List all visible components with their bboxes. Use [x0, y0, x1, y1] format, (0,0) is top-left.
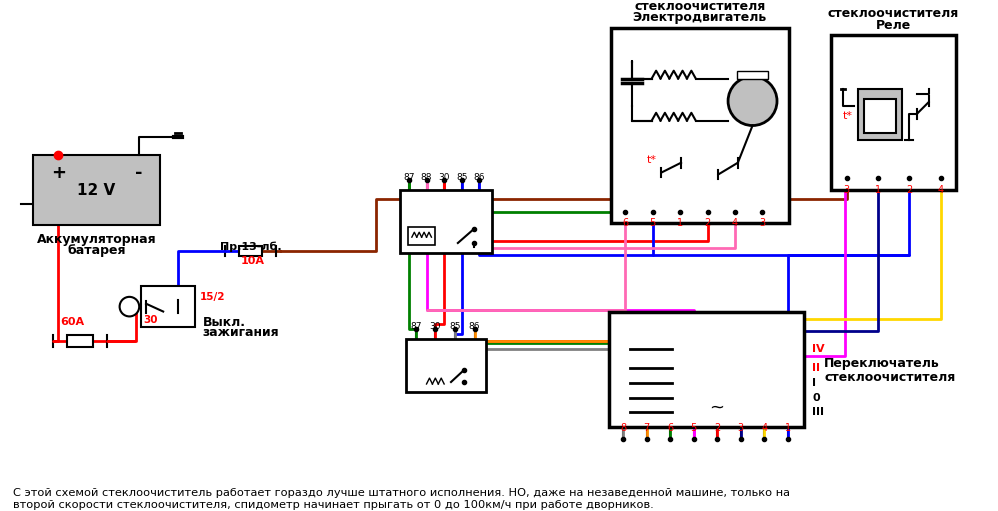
Text: 30: 30 [143, 315, 158, 326]
Text: 2: 2 [715, 423, 721, 433]
Bar [239, 246, 262, 256]
Text: 85: 85 [456, 174, 467, 182]
Text: 4: 4 [732, 218, 738, 228]
Text: 3: 3 [738, 423, 744, 433]
Text: Реле: Реле [876, 19, 911, 32]
Text: -: - [135, 164, 143, 181]
Text: 5: 5 [650, 218, 656, 228]
Text: 1: 1 [875, 185, 881, 195]
Text: Пр.13-лб.: Пр.13-лб. [220, 241, 281, 251]
Text: второй скорости стеклоочистителя, спидометр начинает прыгать от 0 до 100км/ч при: второй скорости стеклоочистителя, спидом… [13, 500, 654, 510]
Text: 6: 6 [668, 423, 674, 433]
Text: 6: 6 [622, 218, 629, 228]
Text: 3: 3 [843, 185, 849, 195]
Circle shape [120, 297, 139, 316]
Text: 1: 1 [784, 423, 790, 433]
Text: Переключатель: Переключатель [824, 357, 940, 370]
Text: С этой схемой стеклоочиститель работает гораздо лучше штатного исполнения. НО, д: С этой схемой стеклоочиститель работает … [13, 487, 790, 498]
Bar [831, 35, 956, 190]
Text: стеклоочистителя: стеклоочистителя [634, 0, 765, 13]
Bar [67, 335, 93, 347]
Text: 7: 7 [644, 423, 650, 433]
Text: стеклоочистителя: стеклоочистителя [828, 8, 959, 20]
Bar [406, 339, 486, 392]
Text: 3: 3 [759, 218, 765, 228]
Text: 87: 87 [410, 322, 421, 331]
Text: 12 V: 12 V [78, 182, 116, 198]
Text: III: III [812, 407, 824, 417]
Text: 86: 86 [469, 322, 480, 331]
Text: 30: 30 [438, 174, 450, 182]
Bar [400, 190, 492, 253]
Bar [609, 312, 804, 427]
Text: +: + [51, 164, 66, 181]
Text: IV: IV [812, 344, 825, 354]
Text: 8: 8 [620, 423, 627, 433]
Text: 1: 1 [677, 218, 684, 228]
Text: 2: 2 [705, 218, 711, 228]
Text: Аккумуляторная: Аккумуляторная [37, 233, 157, 246]
Text: t*: t* [842, 111, 852, 121]
Text: II: II [812, 363, 820, 374]
Text: ~: ~ [709, 399, 724, 416]
Bar [33, 155, 161, 225]
Text: Электродвигатель: Электродвигатель [633, 11, 766, 25]
Bar [408, 227, 435, 245]
Text: 4: 4 [761, 423, 767, 433]
Text: 60А: 60А [60, 317, 84, 327]
Text: 0: 0 [812, 392, 820, 403]
Text: зажигания: зажигания [203, 326, 279, 339]
Text: 4: 4 [937, 185, 943, 195]
Text: I: I [812, 378, 816, 388]
Text: 85: 85 [449, 322, 461, 331]
Bar [858, 89, 902, 140]
Circle shape [729, 77, 777, 126]
Text: 88: 88 [421, 174, 432, 182]
Text: 87: 87 [403, 174, 414, 182]
Text: 10А: 10А [241, 257, 264, 267]
Text: 30: 30 [429, 322, 441, 331]
Text: 15/2: 15/2 [200, 292, 226, 302]
Text: t*: t* [647, 155, 657, 165]
Text: 86: 86 [474, 174, 485, 182]
Text: 5: 5 [691, 423, 697, 433]
Text: стеклоочистителя: стеклоочистителя [824, 370, 955, 384]
Text: Выкл.: Выкл. [203, 316, 246, 329]
Text: 2: 2 [906, 185, 912, 195]
Text: батарея: батарея [67, 244, 126, 258]
Bar [737, 71, 768, 79]
Bar [864, 99, 896, 133]
Bar [611, 28, 788, 223]
Bar [141, 286, 195, 327]
